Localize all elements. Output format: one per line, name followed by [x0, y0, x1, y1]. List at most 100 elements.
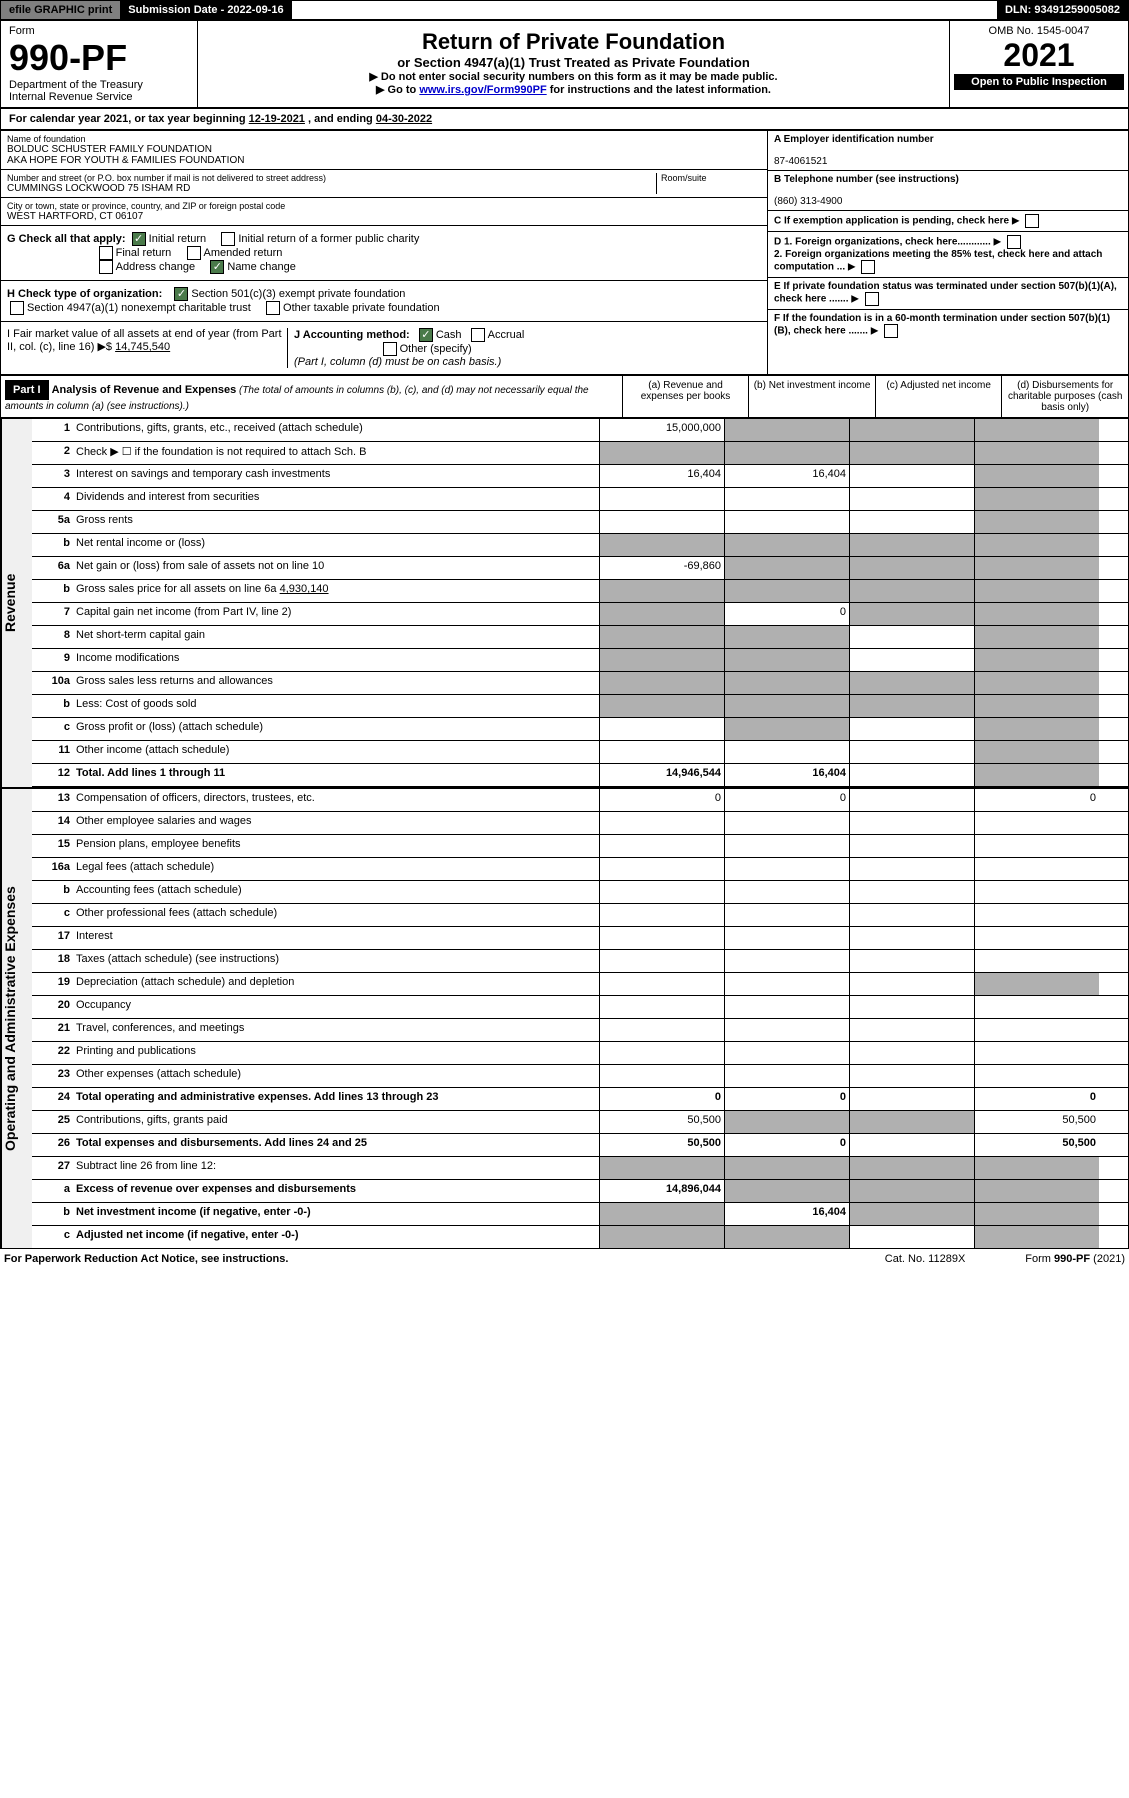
- j-note: (Part I, column (d) must be on cash basi…: [294, 356, 501, 368]
- part1-badge: Part I: [5, 380, 49, 400]
- foundation-name-2: AKA HOPE FOR YOUTH & FAMILIES FOUNDATION: [7, 155, 761, 166]
- part1-header-row: Part I Analysis of Revenue and Expenses …: [0, 375, 1129, 418]
- foundation-name-cell: Name of foundation BOLDUC SCHUSTER FAMIL…: [1, 131, 767, 170]
- address: CUMMINGS LOCKWOOD 75 ISHAM RD: [7, 183, 656, 194]
- footer-cat: Cat. No. 11289X: [885, 1253, 966, 1265]
- checkbox-cash[interactable]: ✓: [419, 328, 433, 342]
- table-row: 11 Other income (attach schedule): [32, 741, 1128, 764]
- top-bar: efile GRAPHIC print Submission Date - 20…: [0, 0, 1129, 20]
- section-h: H Check type of organization: ✓Section 5…: [1, 281, 767, 322]
- info-left: Name of foundation BOLDUC SCHUSTER FAMIL…: [1, 131, 767, 374]
- phone: (860) 313-4900: [774, 196, 842, 207]
- table-row-total: 24 Total operating and administrative ex…: [32, 1088, 1128, 1111]
- tax-year: 2021: [954, 37, 1124, 74]
- open-public-badge: Open to Public Inspection: [954, 74, 1124, 90]
- table-row: 19 Depreciation (attach schedule) and de…: [32, 973, 1128, 996]
- submission-date: Submission Date - 2022-09-16: [120, 1, 291, 19]
- city-cell: City or town, state or province, country…: [1, 198, 767, 226]
- form-number: 990-PF: [9, 37, 189, 79]
- table-row: 17 Interest: [32, 927, 1128, 950]
- checkbox-accrual[interactable]: [471, 328, 485, 342]
- room-label: Room/suite: [661, 173, 761, 183]
- table-row: 2 Check ▶ ☐ if the foundation is not req…: [32, 442, 1128, 465]
- table-row: 9 Income modifications: [32, 649, 1128, 672]
- table-row: 7 Capital gain net income (from Part IV,…: [32, 603, 1128, 626]
- checkbox-final[interactable]: [99, 246, 113, 260]
- table-row: c Gross profit or (loss) (attach schedul…: [32, 718, 1128, 741]
- section-c: C If exemption application is pending, c…: [768, 211, 1128, 232]
- table-row: 13 Compensation of officers, directors, …: [32, 789, 1128, 812]
- section-j: J Accounting method: ✓Cash Accrual Other…: [287, 328, 761, 368]
- note-link: ▶ Go to www.irs.gov/Form990PF for instru…: [206, 83, 941, 96]
- year-end: 04-30-2022: [376, 113, 432, 125]
- table-row: 8 Net short-term capital gain: [32, 626, 1128, 649]
- revenue-side-label: Revenue: [1, 419, 32, 787]
- part1-label-cell: Part I Analysis of Revenue and Expenses …: [1, 376, 622, 417]
- table-row: 10a Gross sales less returns and allowan…: [32, 672, 1128, 695]
- expenses-table: Operating and Administrative Expenses 13…: [0, 788, 1129, 1249]
- header-left: Form 990-PF Department of the Treasury I…: [1, 21, 198, 107]
- page-footer: For Paperwork Reduction Act Notice, see …: [0, 1249, 1129, 1269]
- checkbox-other-method[interactable]: [383, 342, 397, 356]
- table-row: 22 Printing and publications: [32, 1042, 1128, 1065]
- table-row: b Less: Cost of goods sold: [32, 695, 1128, 718]
- table-row-total: 26 Total expenses and disbursements. Add…: [32, 1134, 1128, 1157]
- header-center: Return of Private Foundation or Section …: [198, 21, 950, 107]
- info-section: Name of foundation BOLDUC SCHUSTER FAMIL…: [0, 130, 1129, 375]
- section-e: E If private foundation status was termi…: [768, 278, 1128, 310]
- foundation-name-1: BOLDUC SCHUSTER FAMILY FOUNDATION: [7, 144, 761, 155]
- table-row: b Gross sales price for all assets on li…: [32, 580, 1128, 603]
- table-row: 27 Subtract line 26 from line 12:: [32, 1157, 1128, 1180]
- checkbox-name-change[interactable]: ✓: [210, 260, 224, 274]
- footer-form: Form 990-PF (2021): [1025, 1253, 1125, 1265]
- checkbox-501c3[interactable]: ✓: [174, 287, 188, 301]
- table-row: 21 Travel, conferences, and meetings: [32, 1019, 1128, 1042]
- checkbox-initial[interactable]: ✓: [132, 232, 146, 246]
- checkbox-other-taxable[interactable]: [266, 301, 280, 315]
- section-ij: I Fair market value of all assets at end…: [1, 322, 767, 374]
- info-right: A Employer identification number 87-4061…: [767, 131, 1128, 374]
- checkbox-address[interactable]: [99, 260, 113, 274]
- checkbox-d2[interactable]: [861, 260, 875, 274]
- table-row: 4 Dividends and interest from securities: [32, 488, 1128, 511]
- form-title: Return of Private Foundation: [206, 29, 941, 55]
- table-row: 16a Legal fees (attach schedule): [32, 858, 1128, 881]
- checkbox-initial-former[interactable]: [221, 232, 235, 246]
- checkbox-f[interactable]: [884, 324, 898, 338]
- section-g: G Check all that apply: ✓Initial return …: [1, 226, 767, 281]
- ein-cell: A Employer identification number 87-4061…: [768, 131, 1128, 171]
- table-row: 25 Contributions, gifts, grants paid 50,…: [32, 1111, 1128, 1134]
- irs-link[interactable]: www.irs.gov/Form990PF: [419, 84, 546, 96]
- expenses-side-label: Operating and Administrative Expenses: [1, 789, 32, 1248]
- note-ssn: ▶ Do not enter social security numbers o…: [206, 70, 941, 83]
- checkbox-4947[interactable]: [10, 301, 24, 315]
- table-row: 18 Taxes (attach schedule) (see instruct…: [32, 950, 1128, 973]
- table-row: c Other professional fees (attach schedu…: [32, 904, 1128, 927]
- footer-left: For Paperwork Reduction Act Notice, see …: [4, 1253, 288, 1265]
- part1-title: Analysis of Revenue and Expenses: [52, 384, 237, 396]
- table-row: b Accounting fees (attach schedule): [32, 881, 1128, 904]
- dln-number: DLN: 93491259005082: [997, 1, 1128, 19]
- col-a-header: (a) Revenue and expenses per books: [622, 376, 749, 417]
- efile-button[interactable]: efile GRAPHIC print: [1, 1, 120, 19]
- header-right: OMB No. 1545-0047 2021 Open to Public In…: [950, 21, 1128, 107]
- checkbox-e[interactable]: [865, 292, 879, 306]
- year-begin: 12-19-2021: [249, 113, 305, 125]
- col-b-header: (b) Net investment income: [748, 376, 875, 417]
- checkbox-amended[interactable]: [187, 246, 201, 260]
- table-row: b Net investment income (if negative, en…: [32, 1203, 1128, 1226]
- table-row: c Adjusted net income (if negative, ente…: [32, 1226, 1128, 1248]
- expenses-rows: 13 Compensation of officers, directors, …: [32, 789, 1128, 1248]
- revenue-table: Revenue 1 Contributions, gifts, grants, …: [0, 418, 1129, 788]
- table-row: 3 Interest on savings and temporary cash…: [32, 465, 1128, 488]
- form-header: Form 990-PF Department of the Treasury I…: [0, 20, 1129, 108]
- omb-number: OMB No. 1545-0047: [954, 25, 1124, 37]
- revenue-rows: 1 Contributions, gifts, grants, etc., re…: [32, 419, 1128, 787]
- checkbox-c[interactable]: [1025, 214, 1039, 228]
- irs-label: Internal Revenue Service: [9, 91, 189, 103]
- checkbox-d1[interactable]: [1007, 235, 1021, 249]
- table-row: 5a Gross rents: [32, 511, 1128, 534]
- table-row: 23 Other expenses (attach schedule): [32, 1065, 1128, 1088]
- table-row-total: 12 Total. Add lines 1 through 11 14,946,…: [32, 764, 1128, 787]
- table-row: 14 Other employee salaries and wages: [32, 812, 1128, 835]
